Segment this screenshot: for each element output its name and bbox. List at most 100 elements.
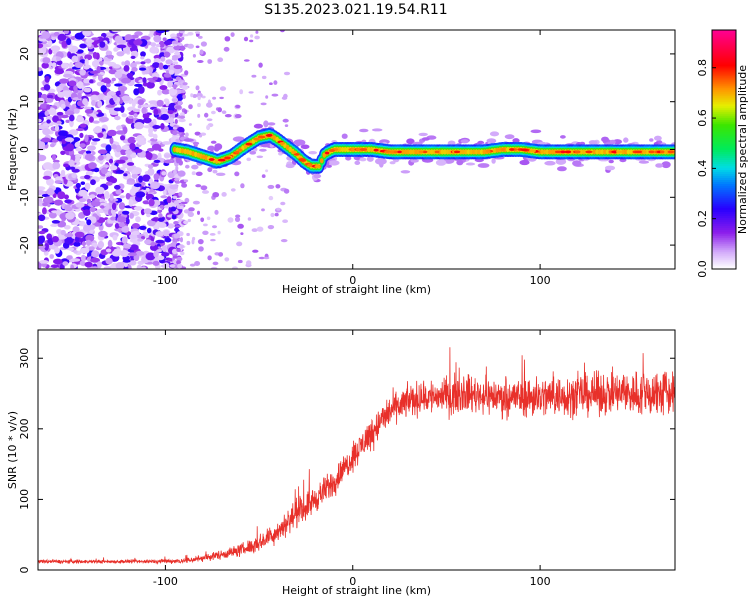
noise-speckle	[176, 245, 181, 248]
noise-speckle	[97, 100, 103, 108]
y-axis-label: SNR (10 * v/v)	[6, 411, 19, 489]
noise-speckle	[73, 108, 80, 114]
noise-speckle	[93, 111, 99, 115]
ridge-peak	[585, 150, 593, 154]
noise-speckle	[174, 125, 180, 128]
colorbar-segment	[712, 183, 736, 186]
ridge-peak	[245, 142, 253, 146]
colorbar-tick-label: 0.2	[696, 210, 709, 228]
noise-speckle	[175, 105, 182, 109]
colorbar-segment	[712, 99, 736, 103]
noise-speckle	[160, 123, 165, 130]
noise-speckle	[171, 248, 178, 255]
noise-speckle	[136, 264, 142, 269]
ridge-halo	[249, 151, 257, 155]
ridge-peak	[279, 142, 286, 145]
noise-speckle	[114, 115, 121, 121]
heatmap-layer	[38, 30, 675, 269]
ridge-peak	[554, 150, 561, 154]
colorbar-tick-label: 0.0	[696, 260, 709, 278]
noise-speckle	[63, 163, 69, 168]
noise-speckle	[118, 202, 126, 210]
colorbar-segment	[712, 63, 736, 67]
noise-speckle	[64, 233, 74, 238]
colorbar-segment	[712, 259, 736, 262]
noise-speckle	[79, 123, 87, 128]
colorbar-segment	[712, 85, 736, 89]
noise-speckle	[172, 43, 178, 47]
y-tick-label: 100	[18, 489, 31, 510]
noise-speckle	[77, 92, 82, 99]
noise-speckle	[116, 216, 127, 223]
noise-speckle	[212, 96, 217, 100]
colorbar-segment	[712, 261, 736, 264]
ridge-peak	[667, 150, 675, 154]
colorbar-segment	[712, 53, 736, 57]
colorbar-segment	[712, 87, 736, 91]
noise-speckle	[135, 250, 145, 256]
ridge-mark	[445, 149, 450, 155]
noise-speckle	[47, 39, 53, 46]
noise-speckle	[169, 184, 179, 190]
colorbar-segment	[712, 43, 736, 47]
ridge-peak	[615, 150, 623, 154]
noise-speckle	[128, 199, 134, 207]
colorbar-segment	[712, 151, 736, 155]
noise-speckle	[167, 110, 174, 115]
colorbar-segment	[712, 111, 736, 115]
noise-speckle	[137, 85, 145, 94]
noise-speckle	[155, 43, 161, 48]
noise-speckle	[243, 36, 249, 42]
noise-speckle	[78, 189, 88, 197]
noise-speckle	[84, 153, 94, 161]
noise-speckle	[184, 197, 190, 203]
noise-speckle	[47, 94, 54, 99]
colorbar-segment	[712, 181, 736, 184]
noise-speckle	[83, 87, 92, 93]
noise-speckle	[156, 99, 164, 107]
noise-speckle	[230, 32, 235, 37]
noise-speckle	[223, 46, 230, 52]
x-axis-label: Height of straight line (km)	[282, 283, 431, 296]
noise-speckle	[183, 33, 189, 37]
ridge-halo	[435, 159, 447, 166]
noise-speckle	[135, 216, 141, 223]
noise-speckle	[128, 255, 136, 261]
noise-speckle	[84, 58, 89, 66]
colorbar-segment	[712, 217, 736, 220]
colorbar-segment	[712, 157, 736, 161]
noise-speckle	[112, 234, 118, 241]
ridge-mark	[367, 146, 371, 153]
colorbar-segment	[712, 225, 736, 228]
noise-speckle	[126, 72, 134, 78]
noise-speckle	[214, 209, 219, 215]
noise-speckle	[54, 247, 60, 254]
ridge-peak	[224, 156, 231, 160]
noise-speckle	[200, 41, 207, 47]
noise-speckle	[177, 170, 186, 177]
noise-speckle	[135, 191, 146, 198]
noise-speckle	[96, 261, 102, 269]
noise-speckle	[145, 187, 150, 192]
noise-speckle	[75, 147, 82, 152]
noise-speckle	[125, 149, 133, 155]
ridge-peak	[257, 135, 266, 139]
colorbar-segment	[712, 69, 736, 73]
colorbar-segment	[712, 107, 736, 111]
noise-speckle	[64, 110, 75, 116]
noise-speckle	[72, 226, 80, 233]
noise-speckle	[148, 198, 155, 207]
noise-speckle	[153, 133, 158, 140]
noise-speckle	[90, 257, 100, 263]
ridge-mark	[448, 149, 453, 155]
noise-speckle	[121, 77, 131, 84]
noise-speckle	[45, 115, 54, 121]
colorbar-segment	[712, 165, 736, 169]
noise-speckle	[149, 121, 154, 128]
colorbar-segment	[712, 61, 736, 65]
noise-speckle	[187, 211, 194, 217]
ridge-mark	[603, 149, 607, 155]
noise-speckle	[133, 113, 138, 118]
noise-speckle	[56, 111, 64, 116]
noise-speckle	[73, 85, 78, 92]
